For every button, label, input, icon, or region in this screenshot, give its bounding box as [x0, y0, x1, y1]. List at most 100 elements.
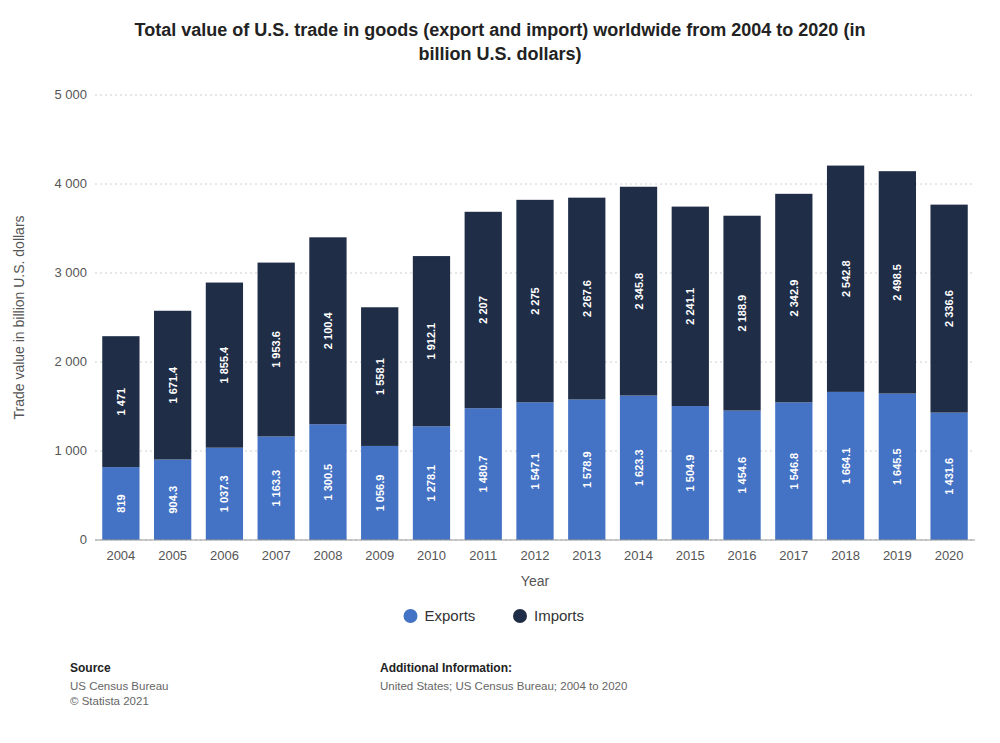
- data-label: 1 056.9: [374, 475, 386, 512]
- bar: [620, 396, 657, 540]
- x-tick-label: 2018: [831, 548, 860, 563]
- y-axis: 01 0002 0003 0004 0005 000: [54, 87, 975, 547]
- data-label: 1 454.6: [736, 457, 748, 494]
- x-tick-label: 2014: [624, 548, 653, 563]
- legend: ExportsImports: [404, 607, 585, 624]
- data-label: 904.3: [167, 486, 179, 514]
- x-tick-label: 2020: [935, 548, 964, 563]
- text-line: US Census Bureau: [70, 680, 168, 692]
- x-tick-label: 2013: [572, 548, 601, 563]
- data-label: 2 188.9: [736, 295, 748, 332]
- bar: [258, 436, 295, 540]
- bar: [620, 187, 657, 396]
- bar: [258, 263, 295, 437]
- data-label: 1 547.1: [529, 453, 541, 490]
- x-tick-label: 2019: [883, 548, 912, 563]
- bar: [361, 307, 398, 446]
- y-tick-label: 3 000: [54, 265, 87, 280]
- x-tick-label: 2007: [262, 548, 291, 563]
- bar: [413, 426, 450, 540]
- data-label: 1 912.1: [425, 323, 437, 360]
- bar: [154, 311, 191, 460]
- bar: [465, 212, 502, 408]
- data-label: 1 546.8: [788, 453, 800, 490]
- text-line: billion U.S. dollars): [418, 44, 581, 64]
- x-axis-line: [95, 540, 975, 541]
- data-label: 1 558.1: [374, 358, 386, 395]
- bar: [309, 237, 346, 424]
- bar: [516, 200, 553, 402]
- y-tick-label: 5 000: [54, 87, 87, 102]
- bar: [309, 424, 346, 540]
- data-label: 1 664.1: [840, 448, 852, 485]
- bar: [154, 460, 191, 540]
- text-line: © Statista 2021: [70, 695, 149, 707]
- data-label: 819: [115, 494, 127, 512]
- x-tick-label: 2006: [210, 548, 239, 563]
- x-axis: 2004 2005 2006 2007 2008 2009 2010 2011 2012 2013…: [106, 548, 963, 563]
- data-label: 1 855.4: [218, 346, 230, 384]
- x-tick-label: 2011: [469, 548, 497, 563]
- annotation: Additional Information:: [380, 661, 512, 675]
- x-tick-label: 2012: [521, 548, 550, 563]
- legend-swatch: [404, 609, 418, 623]
- data-label: 1 578.9: [581, 451, 593, 488]
- data-label: 2 345.8: [633, 273, 645, 310]
- x-axis-label: Year: [521, 573, 550, 589]
- data-labels: 819 904.3 1 037.3 1 163.3 1 300.5 1 056.9 1 27…: [115, 260, 955, 513]
- legend-label: Exports: [425, 607, 476, 624]
- data-label: 1 671.4: [167, 366, 179, 404]
- annotation: Source: [70, 661, 111, 675]
- bar: [930, 205, 967, 413]
- data-label: 1 953.6: [270, 331, 282, 368]
- bar: [672, 406, 709, 540]
- bar: [516, 402, 553, 540]
- bar: [102, 467, 139, 540]
- bar: [568, 399, 605, 540]
- x-tick-label: 2016: [728, 548, 757, 563]
- bar: [775, 194, 812, 403]
- y-tick-label: 4 000: [54, 176, 87, 191]
- bar: [723, 216, 760, 411]
- data-label: 1 300.5: [322, 464, 334, 501]
- data-label: 1 645.5: [891, 448, 903, 485]
- chart: Total value of U.S. trade in goods (expo…: [0, 0, 1000, 743]
- bar: [568, 198, 605, 400]
- grid-line: [95, 540, 975, 541]
- text-line: United States; US Census Bureau; 2004 to…: [380, 680, 627, 692]
- bar: [413, 256, 450, 426]
- y-tick-label: 0: [80, 532, 87, 547]
- legend-swatch: [513, 609, 527, 623]
- data-label: 2 336.6: [943, 290, 955, 327]
- bar: [465, 408, 502, 540]
- x-tick-label: 2010: [417, 548, 446, 563]
- data-label: 2 267.6: [581, 280, 593, 317]
- x-tick-label: 2004: [106, 548, 135, 563]
- data-label: 2 100.4: [322, 312, 334, 350]
- data-label: 2 342.9: [788, 280, 800, 317]
- x-tick-label: 2017: [779, 548, 808, 563]
- data-label: 1 163.3: [270, 470, 282, 507]
- bar: [827, 392, 864, 540]
- y-axis-label: Trade value in billion U.S. dollars: [11, 215, 27, 419]
- bar: [361, 446, 398, 540]
- x-tick-label: 2008: [313, 548, 342, 563]
- bar: [827, 166, 864, 392]
- data-label: 1 480.7: [477, 456, 489, 493]
- annotation: US Census Bureau © Statista 2021: [70, 680, 168, 707]
- data-label: 1 623.3: [633, 449, 645, 486]
- bar: [723, 411, 760, 540]
- data-label: 2 498.5: [891, 264, 903, 301]
- text-line: Total value of U.S. trade in goods (expo…: [135, 20, 866, 40]
- data-label: 1 431.6: [943, 458, 955, 495]
- x-tick-label: 2005: [158, 548, 187, 563]
- grid-line: [95, 95, 975, 96]
- data-label: 1 278.1: [425, 465, 437, 502]
- data-label: 2 207: [477, 296, 489, 324]
- bar: [879, 171, 916, 393]
- x-tick-label: 2009: [365, 548, 394, 563]
- data-label: 1 037.3: [218, 475, 230, 512]
- title: Total value of U.S. trade in goods (expo…: [135, 20, 866, 64]
- bar: [672, 207, 709, 406]
- bar: [879, 394, 916, 540]
